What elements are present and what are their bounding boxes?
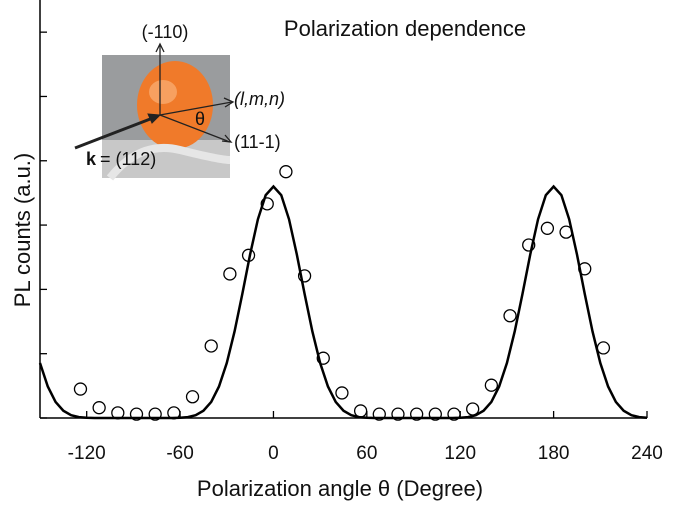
- y-axis-label: PL counts (a.u.): [10, 153, 35, 307]
- fit-curve: [38, 184, 648, 420]
- data-point: [129, 407, 144, 421]
- data-point: [428, 407, 442, 421]
- x-tick-label: -120: [68, 443, 106, 464]
- x-tick-label: 0: [268, 443, 279, 464]
- x-tick-label: 60: [356, 443, 377, 464]
- data-point: [335, 386, 349, 400]
- data-point: [92, 401, 106, 415]
- x-tick-label: 180: [538, 443, 570, 464]
- inset-axes: [74, 42, 235, 150]
- x-axis-label: Polarization angle θ (Degree): [197, 476, 483, 501]
- data-point: [316, 351, 330, 365]
- data-point: [410, 407, 424, 421]
- annotation: = (112): [100, 149, 156, 169]
- data-point: [260, 197, 274, 211]
- data-point: [540, 221, 555, 235]
- x-tick-label: 240: [631, 443, 663, 464]
- data-point: [522, 238, 536, 252]
- x-tick-label: 120: [444, 443, 476, 464]
- data-point: [503, 309, 517, 323]
- annotation: k: [86, 149, 97, 169]
- data-point: [447, 407, 461, 421]
- data-point: [353, 404, 368, 418]
- inset-photo: [102, 55, 231, 181]
- data-point: [297, 269, 312, 283]
- data-point: [279, 165, 293, 179]
- chart-title: Polarization dependence: [284, 16, 526, 41]
- data-point: [148, 407, 162, 421]
- annotation: θ: [195, 109, 205, 129]
- data-point: [73, 382, 88, 396]
- annotation: (l,m,n): [234, 89, 285, 109]
- data-point: [372, 407, 386, 421]
- data-point: [223, 267, 237, 281]
- data-point: [185, 390, 200, 404]
- data-point: [204, 339, 218, 353]
- data-point: [484, 378, 499, 392]
- data-point: [596, 341, 611, 355]
- data-point: [391, 407, 405, 421]
- annotation: (11-1): [234, 132, 281, 152]
- x-tick-label: -60: [166, 443, 193, 464]
- annotation: (-110): [142, 22, 189, 42]
